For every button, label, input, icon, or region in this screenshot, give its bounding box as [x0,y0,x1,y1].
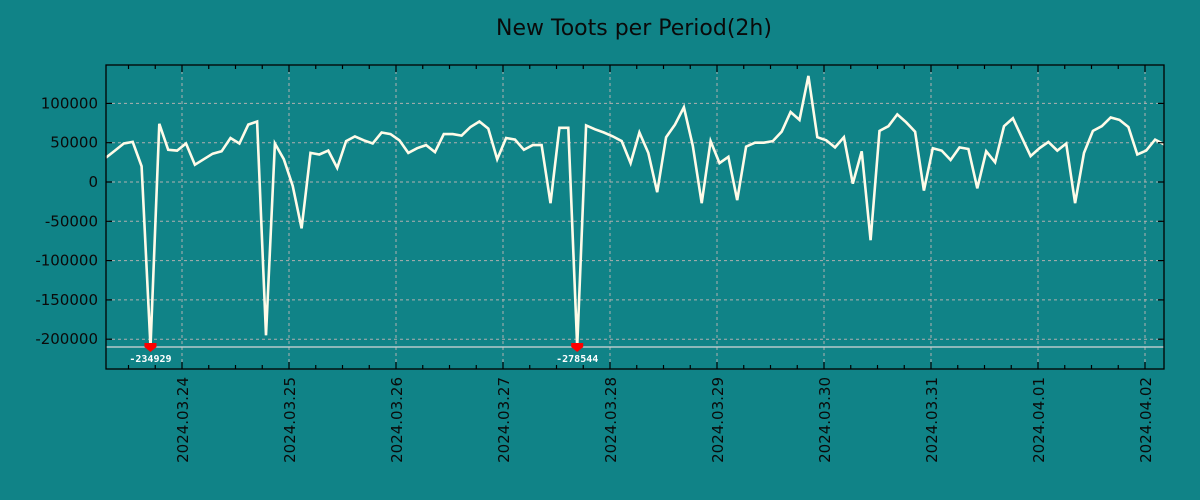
y-tick-label: 0 [88,173,98,191]
x-tick-label: 2024.04.01 [1030,377,1048,463]
min-value-label: -234929 [129,354,171,365]
min-markers: -234929 -278544 [129,343,598,365]
x-tick-label: 2024.03.30 [816,377,834,463]
y-tick-label: 100000 [41,94,98,112]
y-tick-label: -200000 [35,330,98,348]
x-tick-label: 2024.03.31 [923,377,941,463]
y-tick-label: -150000 [35,291,98,309]
x-tick-label: 2024.03.28 [602,377,620,463]
min-marker-icon [571,343,584,352]
y-axis-labels: 100000 50000 0 -50000 -100000 -150000 -200000 [35,94,98,348]
axis-ticks [106,65,1164,369]
y-tick-label: 50000 [50,134,98,152]
y-tick-label: -100000 [35,252,98,270]
y-tick-label: -50000 [45,212,98,230]
x-tick-label: 2024.03.26 [388,377,406,463]
toots-line [105,75,1165,348]
x-tick-label: 2024.03.29 [709,377,727,463]
x-tick-label: 2024.04.02 [1137,377,1155,463]
gridlines [106,65,1164,369]
min-value-label: -278544 [556,354,598,365]
data-series [105,75,1165,348]
x-tick-label: 2024.03.27 [495,377,513,463]
chart-title: New Toots per Period(2h) [496,16,772,41]
x-tick-label: 2024.03.25 [281,377,299,463]
plot-frame [105,64,1165,370]
x-tick-label: 2024.03.24 [174,377,192,463]
min-marker-icon [144,343,157,352]
x-axis-labels: 2024.03.24 2024.03.25 2024.03.26 2024.03.27… [174,377,1155,463]
